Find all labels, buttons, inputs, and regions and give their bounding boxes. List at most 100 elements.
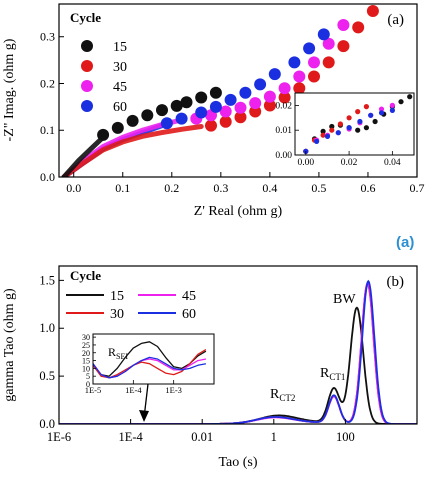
nyquist-axes: 0.0 0.1 0.2 0.3 0.4 0.5 0.6 0.7 0.0 0.1 0.2 0.3 — [40, 30, 425, 195]
nyquist-y-tick-label-2: 0.2 — [40, 76, 55, 90]
legend-label-15: 15 — [113, 40, 127, 55]
nyquist-point-15-8 — [209, 86, 222, 99]
nyquist-inset-point-30-5 — [346, 115, 352, 121]
nyquist-point-30-6 — [293, 82, 306, 95]
nyquist-inset-point-30-4 — [337, 121, 343, 127]
nyquist-inset-point-30-6 — [355, 109, 361, 115]
nyquist-x-tick-label-0: 0.0 — [66, 181, 81, 195]
drt-legend-label-15: 15 — [110, 289, 124, 304]
nyquist-legend-title: Cycle — [70, 10, 101, 25]
drt-inset-curve-15 — [93, 341, 207, 377]
nyquist-point-60-2 — [195, 106, 208, 119]
rsei-arrow-head — [139, 410, 149, 422]
nyquist-inset-y-tick-label-1: 0.01 — [275, 126, 292, 136]
nyquist-legend: Cycle 15 30 45 60 — [70, 10, 127, 115]
nyquist-inset-x-tick-label-0: 0.00 — [298, 158, 315, 168]
drt-legend: Cycle 15 30 45 60 — [66, 268, 196, 322]
annotation-rct1: RCT1 — [320, 366, 345, 382]
nyquist-point-30-9 — [337, 40, 350, 53]
drt-legend-label-45: 45 — [182, 289, 196, 304]
nyquist-inset-point-30-3 — [329, 127, 335, 133]
drt-y-tick-label-2: 1.0 — [39, 321, 55, 335]
drt-legend-title: Cycle — [70, 268, 101, 283]
nyquist-point-45-10 — [337, 19, 350, 31]
annotation-rct2-main: R — [270, 387, 280, 402]
nyquist-inset-point-15-11 — [398, 99, 404, 105]
nyquist-x-tick-label-3: 0.3 — [213, 181, 228, 195]
drt-y-tick-label-0: 0.0 — [39, 417, 55, 431]
nyquist-inset-point-60-5 — [357, 118, 363, 125]
panel-tag: (a) — [396, 234, 415, 251]
annotation-rct2-sub: CT2 — [279, 393, 295, 403]
nyquist-point-45-8 — [308, 56, 320, 69]
nyquist-legend-entry-45: 45 — [81, 80, 127, 95]
legend-label-45: 45 — [113, 80, 127, 95]
nyquist-panel-label: (a) — [387, 12, 404, 28]
nyquist-line-segment-3 — [61, 134, 106, 177]
drt-y-axis-title: gamma Tao (ohm g) — [2, 288, 17, 402]
nyquist-inset-point-60-7 — [378, 110, 385, 116]
nyquist-plot-area — [61, 5, 379, 177]
drt-curve-60 — [59, 279, 417, 424]
nyquist-inset-axes: 0.00 0.02 0.04 0.00 0.01 0.02 — [275, 101, 401, 168]
drt-legend-entry-60: 60 — [138, 307, 196, 322]
nyquist-inset-point-15-3 — [329, 123, 335, 130]
nyquist-point-60-4 — [224, 93, 237, 106]
annotation-rct2: RCT2 — [270, 387, 295, 403]
nyquist-inset-point-15-6 — [355, 127, 361, 133]
drt-panel-label: (b) — [387, 274, 405, 290]
nyquist-inset-point-60-2 — [324, 133, 331, 139]
nyquist-point-60-0 — [160, 117, 173, 130]
nyquist-x-tick-label-1: 0.1 — [115, 181, 130, 195]
nyquist-legend-entry-15: 15 — [81, 40, 127, 55]
nyquist-point-30-4 — [263, 99, 276, 112]
nyquist-point-60-1 — [175, 112, 188, 125]
drt-inset-y-tick-label-6: 30 — [82, 333, 90, 342]
nyquist-x-tick-label-7: 0.7 — [410, 181, 425, 195]
nyquist-inset-point-60-6 — [368, 112, 374, 118]
nyquist-inset-point-15-12 — [407, 94, 413, 100]
nyquist-point-30-10 — [352, 21, 365, 34]
nyquist-point-15-3 — [141, 109, 154, 122]
legend-marker-30 — [81, 60, 93, 72]
nyquist-inset-plot-area — [303, 94, 413, 154]
nyquist-inset-y-tick-label-2: 0.02 — [275, 101, 292, 111]
drt-inset-frame — [92, 333, 215, 385]
nyquist-point-60-6 — [254, 78, 267, 91]
drt-legend-label-60: 60 — [182, 307, 196, 322]
drt-legend-entry-30: 30 — [66, 307, 124, 322]
drt-inset-x-tick-label-0: 1E-5 — [85, 385, 102, 395]
drt-inset-x-tick-label-2: 1E-3 — [165, 385, 182, 395]
nyquist-y-axis-title: -Z" Imag. (ohm g) — [2, 38, 17, 141]
nyquist-point-15-0 — [97, 128, 110, 141]
nyquist-y-tick-label-0: 0.0 — [40, 170, 55, 184]
drt-y-tick-label-1: 0.5 — [39, 369, 55, 383]
nyquist-point-30-5 — [278, 91, 291, 104]
nyquist-point-30-7 — [308, 70, 320, 83]
drt-inset-y-tick-label-1: 5 — [86, 372, 90, 381]
nyquist-x-axis-title: Z' Real (ohm g) — [194, 204, 283, 219]
drt-legend-entry-45: 45 — [138, 289, 196, 304]
legend-marker-45 — [81, 80, 93, 92]
nyquist-inset-x-tick-label-2: 0.04 — [384, 158, 401, 168]
drt-frame — [58, 265, 418, 425]
nyquist-inset-point-15-8 — [372, 118, 378, 125]
legend-label-60: 60 — [113, 100, 127, 115]
nyquist-inset-background — [295, 93, 414, 155]
rsei-pointer-arrow — [139, 383, 149, 422]
legend-label-30: 30 — [113, 60, 127, 75]
nyquist-x-tick-label-2: 0.2 — [164, 181, 179, 195]
nyquist-point-60-3 — [209, 100, 222, 113]
legend-marker-60 — [81, 100, 93, 112]
drt-x-tick-label-4: 100 — [336, 430, 355, 444]
drt-x-axis-title: Tao (s) — [218, 455, 257, 470]
drt-y-tick-label-3: 1.5 — [39, 273, 55, 287]
nyquist-point-15-7 — [195, 91, 208, 104]
nyquist-x-tick-label-4: 0.4 — [262, 181, 277, 195]
nyquist-x-tick-label-6: 0.6 — [360, 181, 375, 195]
nyquist-inset-point-60-3 — [335, 130, 341, 136]
nyquist-inset-point-60-8 — [389, 107, 395, 113]
